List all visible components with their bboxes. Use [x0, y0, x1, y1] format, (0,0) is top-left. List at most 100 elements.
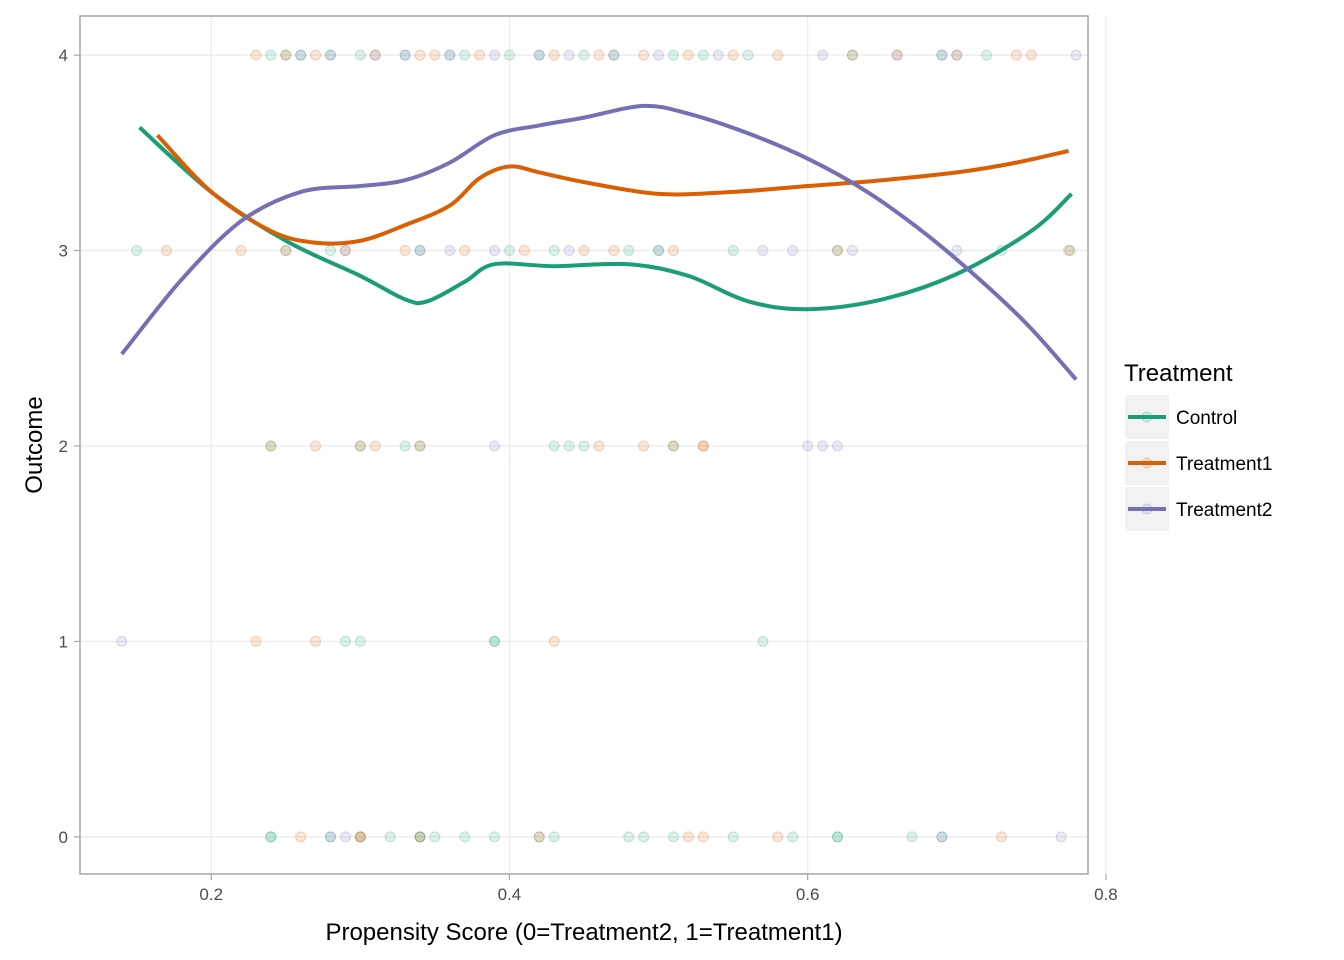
data-point — [563, 245, 575, 257]
data-point — [295, 831, 307, 843]
data-point — [653, 245, 665, 257]
data-point — [727, 245, 739, 257]
data-point — [280, 49, 292, 61]
data-point — [548, 635, 560, 647]
data-point — [325, 831, 337, 843]
data-point — [354, 49, 366, 61]
legend: Treatment Control Treatment1 Treatment2 — [1124, 360, 1272, 531]
plot-border — [79, 15, 1089, 875]
data-point — [489, 245, 501, 257]
data-point — [429, 831, 441, 843]
legend-item-treatment2: Treatment2 — [1125, 487, 1272, 531]
data-point — [414, 440, 426, 452]
data-point — [354, 831, 366, 843]
x-axis-ticks: 0.2 0.4 0.6 0.8 — [199, 874, 1118, 904]
x-tick-label: 0.4 — [498, 885, 522, 904]
data-point — [444, 245, 456, 257]
data-point — [667, 245, 679, 257]
data-point — [116, 635, 128, 647]
data-point — [638, 49, 650, 61]
data-point — [399, 440, 411, 452]
legend-item-treatment1: Treatment1 — [1125, 441, 1272, 485]
data-point — [295, 49, 307, 61]
data-point — [936, 49, 948, 61]
data-point — [414, 440, 426, 452]
data-point — [325, 245, 337, 257]
data-point — [474, 49, 486, 61]
y-tick-label: 3 — [59, 242, 68, 261]
data-point — [325, 831, 337, 843]
data-point — [250, 49, 262, 61]
data-point — [772, 831, 784, 843]
data-point — [831, 245, 843, 257]
data-point — [548, 440, 560, 452]
y-axis-title: Outcome — [21, 396, 48, 493]
data-point — [310, 440, 322, 452]
data-point — [697, 440, 709, 452]
x-tick-label: 0.2 — [199, 885, 223, 904]
data-point — [339, 245, 351, 257]
data-point — [399, 49, 411, 61]
data-point — [638, 831, 650, 843]
data-point — [235, 245, 247, 257]
data-point — [757, 635, 769, 647]
data-point — [846, 49, 858, 61]
data-point — [339, 831, 351, 843]
data-point — [831, 831, 843, 843]
data-point — [265, 49, 277, 61]
data-point — [414, 831, 426, 843]
data-point — [325, 49, 337, 61]
data-point — [697, 831, 709, 843]
data-point — [1010, 49, 1022, 61]
data-point — [533, 49, 545, 61]
data-point — [354, 440, 366, 452]
data-point — [399, 49, 411, 61]
data-point — [667, 440, 679, 452]
data-point — [548, 49, 560, 61]
data-point — [354, 440, 366, 452]
data-point — [772, 49, 784, 61]
data-point — [489, 831, 501, 843]
data-point — [951, 245, 963, 257]
data-point — [936, 831, 948, 843]
data-point — [608, 245, 620, 257]
data-point — [1025, 49, 1037, 61]
data-point — [280, 49, 292, 61]
data-point — [369, 440, 381, 452]
data-point — [1063, 245, 1075, 257]
data-point — [518, 245, 530, 257]
data-point — [906, 831, 918, 843]
data-point — [623, 245, 635, 257]
y-tick-label: 0 — [59, 828, 68, 847]
data-point — [831, 831, 843, 843]
data-point — [742, 49, 754, 61]
series-line-control — [138, 125, 1073, 312]
data-point — [653, 245, 665, 257]
data-point — [265, 440, 277, 452]
legend-label: Treatment2 — [1176, 500, 1272, 521]
data-point — [444, 49, 456, 61]
data-point — [697, 440, 709, 452]
data-point — [548, 831, 560, 843]
plot-panel — [80, 16, 1088, 874]
data-point — [459, 831, 471, 843]
data-point — [951, 49, 963, 61]
data-point — [414, 831, 426, 843]
data-point — [638, 440, 650, 452]
data-point — [817, 440, 829, 452]
data-point — [295, 49, 307, 61]
data-point — [667, 831, 679, 843]
data-point — [369, 49, 381, 61]
data-point — [265, 440, 277, 452]
data-point — [608, 49, 620, 61]
smooth-lines — [120, 103, 1078, 381]
data-point — [981, 49, 993, 61]
data-point — [503, 49, 515, 61]
data-point — [503, 245, 515, 257]
data-point — [578, 440, 590, 452]
data-point — [160, 245, 172, 257]
data-point — [250, 635, 262, 647]
data-point — [548, 245, 560, 257]
data-point — [354, 831, 366, 843]
data-point — [891, 49, 903, 61]
